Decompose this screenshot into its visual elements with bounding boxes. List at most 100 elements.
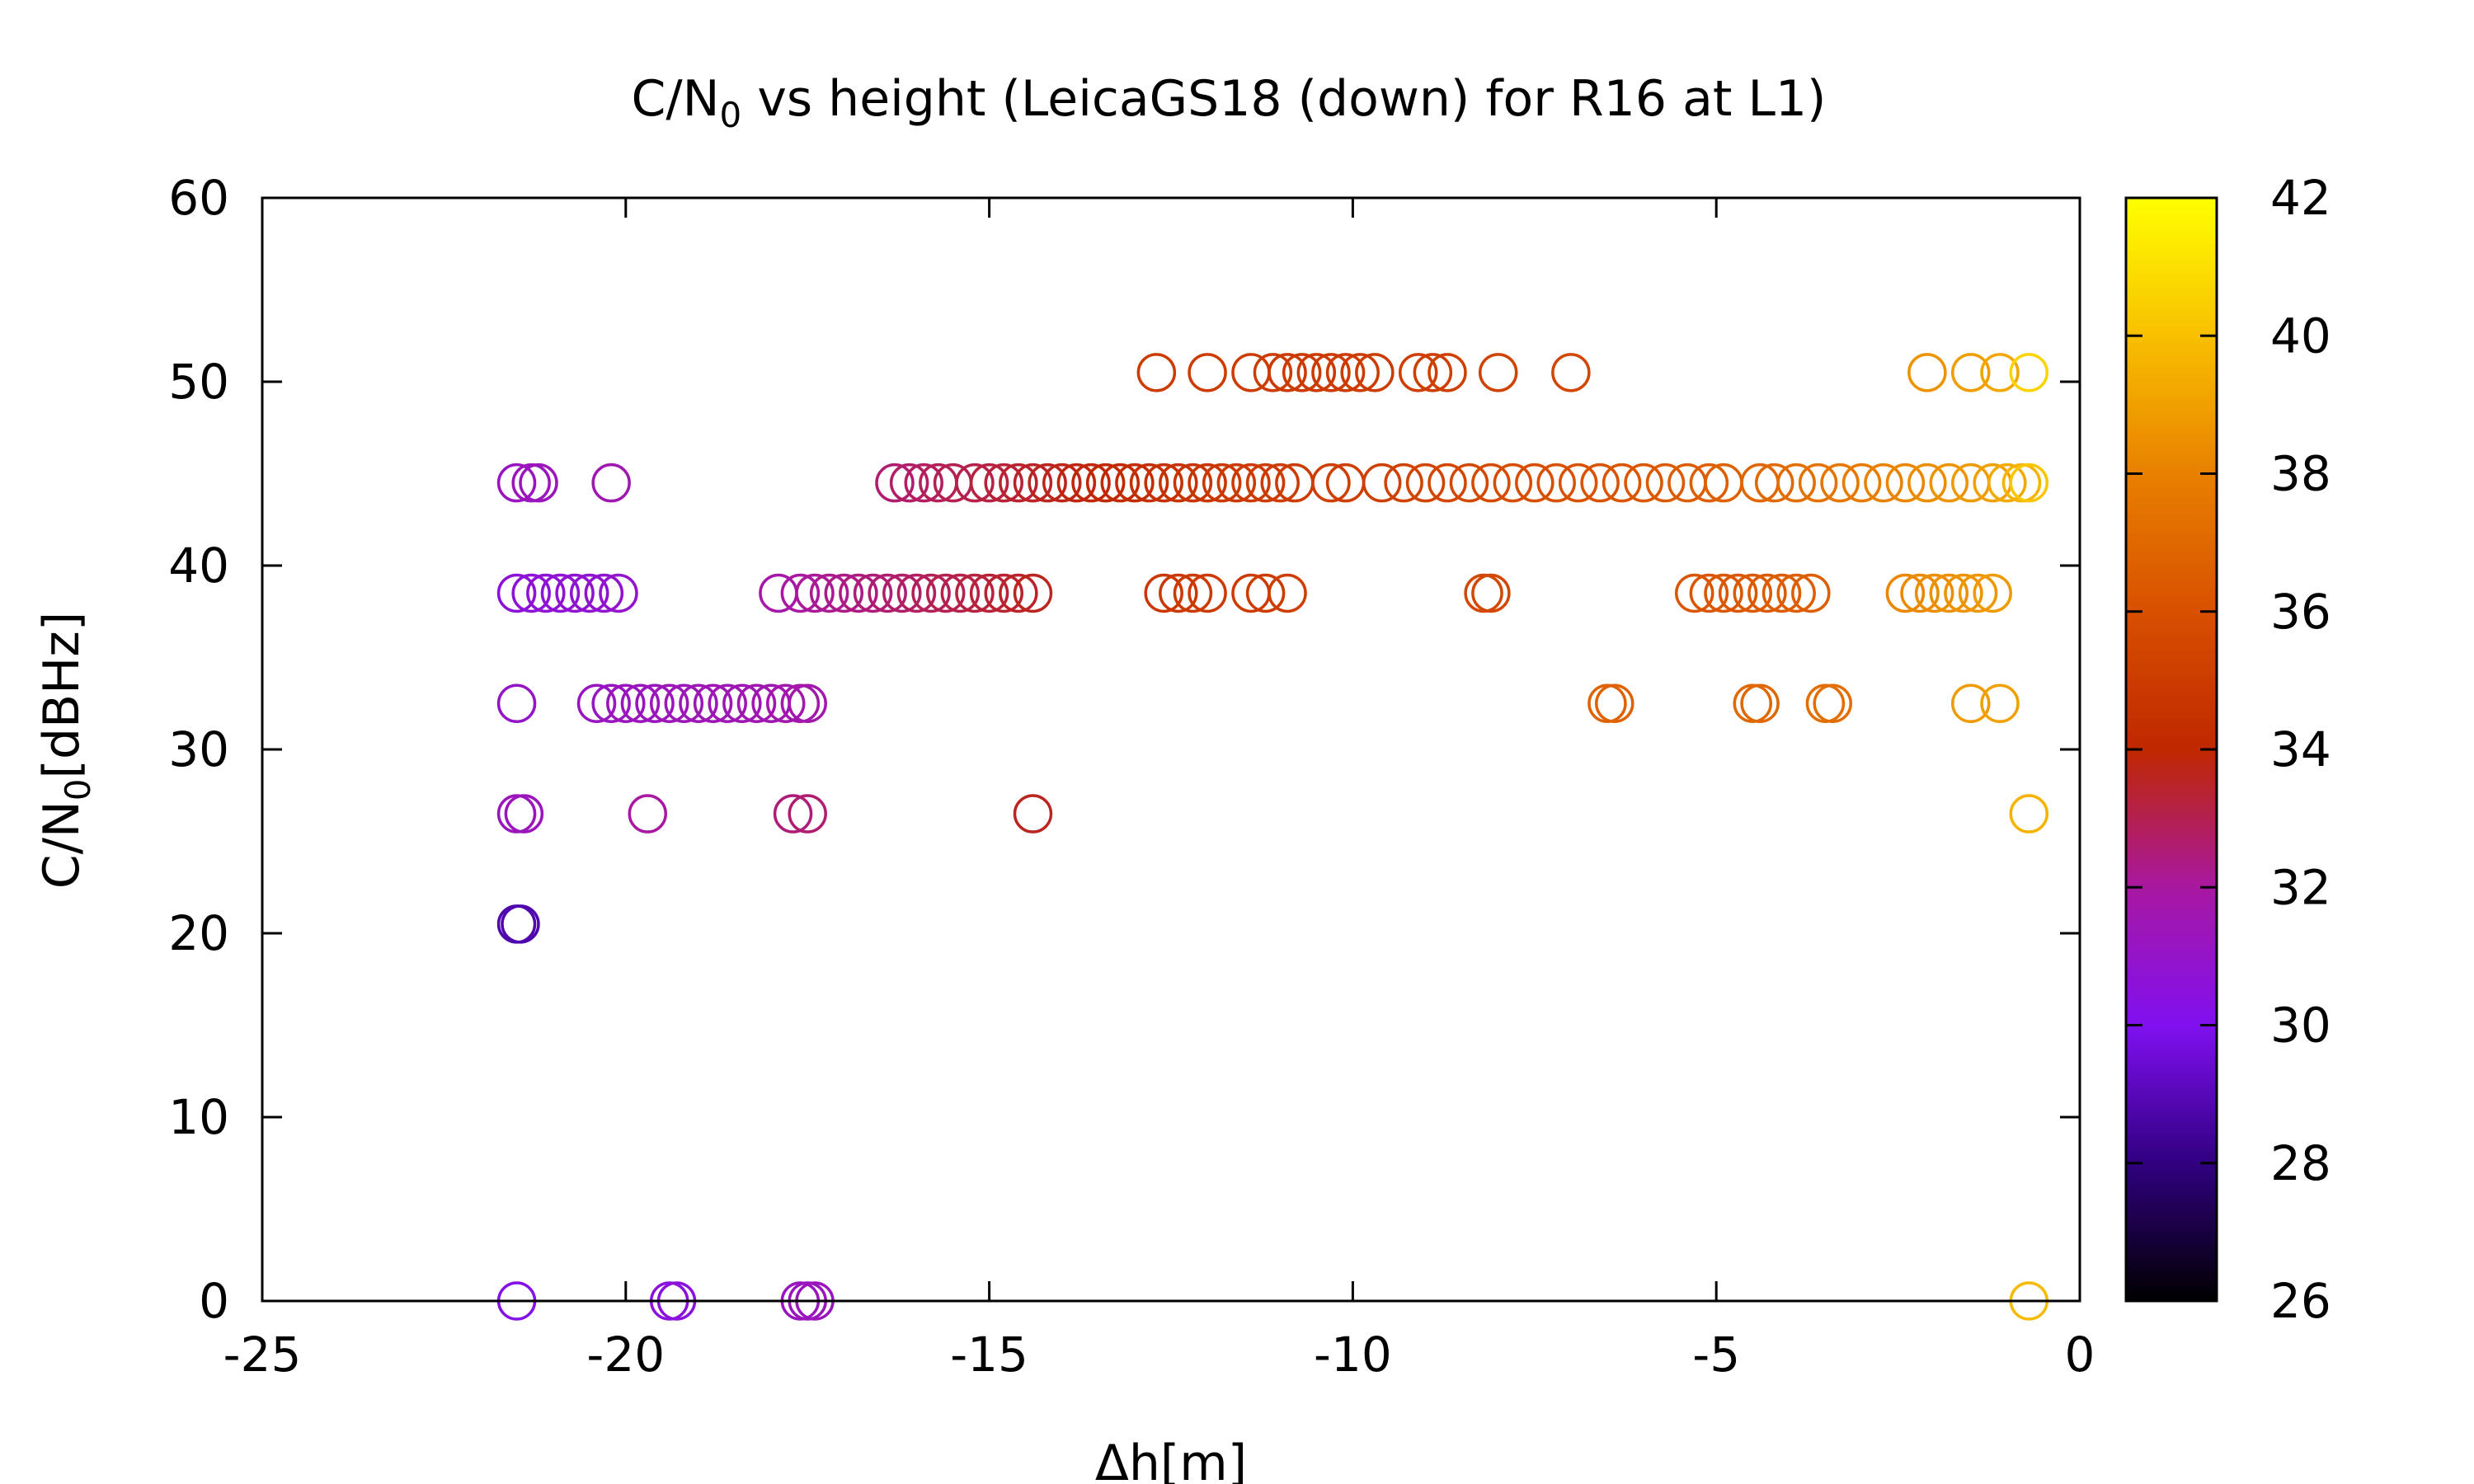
data-point (759, 573, 798, 613)
colorbar-tick-label: 28 (2270, 1135, 2331, 1191)
data-point (1202, 463, 1242, 503)
data-point (940, 573, 981, 613)
data-point (496, 794, 537, 834)
x-tick-label: -5 (1692, 1327, 1740, 1383)
data-point (736, 683, 777, 723)
data-point (1013, 573, 1053, 613)
data-point (1268, 353, 1307, 392)
data-point (1718, 573, 1758, 613)
data-point (496, 683, 537, 723)
data-point (1427, 463, 1467, 503)
y-axis: 0 10 20 30 40 50 60 (168, 170, 2080, 1329)
data-point (795, 573, 835, 613)
data-point (1478, 353, 1518, 392)
data-point (1282, 353, 1322, 392)
x-tick-label: -25 (223, 1327, 302, 1383)
data-point (773, 794, 813, 834)
data-point (693, 683, 733, 723)
data-point (540, 573, 581, 613)
data-point (519, 463, 558, 503)
data-point (1188, 573, 1227, 613)
data-point (1129, 463, 1169, 503)
data-point (635, 683, 675, 723)
data-point (1216, 463, 1257, 503)
data-point (1813, 683, 1853, 723)
data-point (1405, 463, 1446, 503)
data-point (1427, 353, 1467, 392)
data-point (1013, 463, 1053, 503)
data-point (1733, 683, 1773, 723)
data-point (649, 683, 689, 723)
data-point (1689, 463, 1729, 503)
data-point (1761, 573, 1802, 613)
data-point (984, 573, 1023, 613)
data-point (526, 573, 566, 613)
data-point (1944, 573, 1983, 613)
data-point (875, 463, 915, 503)
data-point (1864, 463, 1903, 503)
data-point (1907, 353, 1947, 392)
x-tick-label: -20 (586, 1327, 665, 1383)
data-point (496, 904, 537, 944)
y-tick-label: 60 (168, 170, 229, 226)
data-point (576, 683, 617, 723)
data-points (496, 353, 2049, 1321)
data-point (853, 573, 893, 613)
data-point (1776, 573, 1816, 613)
data-point (868, 573, 907, 613)
y-tick-label: 10 (168, 1089, 229, 1145)
data-point (1747, 573, 1787, 613)
data-point (1980, 353, 2020, 392)
data-point (1159, 463, 1198, 503)
data-point (1791, 573, 1831, 613)
data-point (1013, 794, 1053, 834)
data-point (1515, 463, 1554, 503)
data-point (511, 573, 551, 613)
data-point (1805, 683, 1846, 723)
y-tick-label: 0 (199, 1273, 229, 1329)
data-point (1464, 573, 1503, 613)
data-point (1311, 353, 1351, 392)
data-point (969, 463, 1009, 503)
data-point (591, 463, 631, 503)
data-point (1188, 463, 1227, 503)
data-point (1413, 353, 1453, 392)
colorbar-tick-label: 30 (2270, 998, 2331, 1054)
data-point (496, 463, 537, 503)
data-point (1980, 683, 2020, 723)
data-point (1595, 683, 1634, 723)
data-point (1841, 463, 1882, 503)
data-point (1173, 573, 1213, 613)
data-point (904, 463, 944, 503)
data-point (1624, 463, 1663, 503)
x-axis-label: Δh[m] (1095, 1435, 1247, 1484)
colorbar-tick-label: 40 (2270, 308, 2331, 364)
data-point (896, 573, 937, 613)
data-point (1951, 353, 1991, 392)
data-point (1100, 463, 1141, 503)
data-point (1536, 463, 1576, 503)
data-point (628, 794, 667, 834)
data-point (766, 683, 806, 723)
data-point (1885, 463, 1926, 503)
data-point (882, 573, 922, 613)
colorbar-tick-label: 32 (2270, 859, 2331, 915)
data-point (1689, 573, 1729, 613)
data-point (2009, 353, 2049, 392)
data-point (1754, 463, 1794, 503)
data-point (1740, 683, 1780, 723)
data-point (1929, 463, 1969, 503)
data-point (708, 683, 747, 723)
data-point (1144, 463, 1183, 503)
colorbar-axis: 26 28 30 32 34 36 38 40 42 (2126, 170, 2331, 1329)
data-point (496, 573, 537, 613)
data-point (504, 794, 544, 834)
data-point (1951, 463, 1991, 503)
data-point (1645, 463, 1686, 503)
y-axis-label: C/N0[dBHz] (33, 612, 98, 889)
data-point (1159, 573, 1198, 613)
data-point (911, 573, 951, 613)
data-point (1798, 463, 1838, 503)
data-point (999, 463, 1038, 503)
data-point (1704, 573, 1743, 613)
